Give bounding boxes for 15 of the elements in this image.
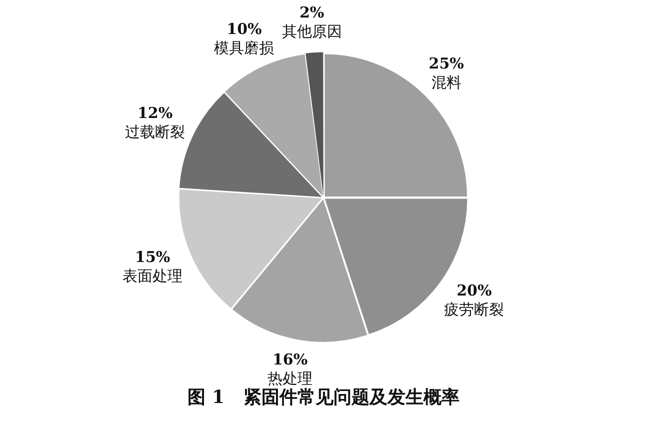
- slice-label: 疲劳断裂: [444, 300, 504, 319]
- slice-label: 过载断裂: [125, 122, 186, 141]
- data-label: 10%: [226, 20, 262, 38]
- data-label: 15%: [135, 248, 170, 266]
- data-label: 20%: [456, 282, 492, 300]
- slice-label: 其他原因: [282, 22, 342, 41]
- data-label: 25%: [428, 54, 464, 73]
- slice-label: 热处理: [268, 370, 313, 388]
- data-label: 12%: [137, 104, 173, 122]
- slice-label: 模具磨损: [214, 39, 274, 58]
- data-label: 16%: [272, 350, 308, 369]
- data-label: 2%: [299, 4, 324, 22]
- text: 图 1 紧固件常见问题及发生概率: [188, 386, 460, 408]
- slice-label: 表面处理: [122, 267, 183, 286]
- slice-label: 混料: [431, 74, 462, 92]
